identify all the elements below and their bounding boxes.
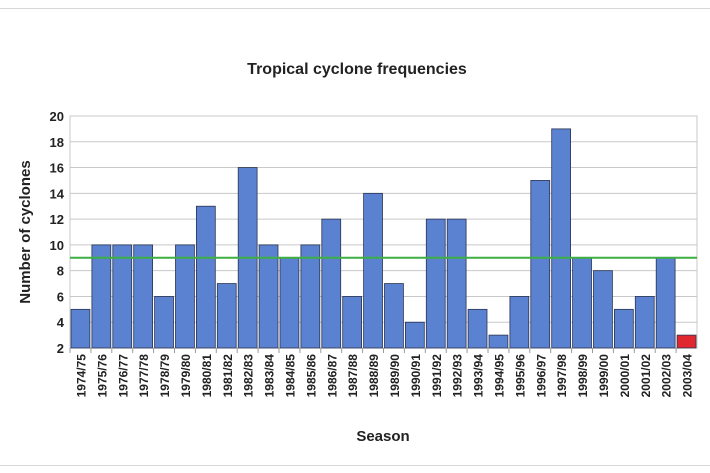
bar bbox=[467, 308, 488, 349]
bar bbox=[175, 244, 195, 349]
bar bbox=[655, 257, 676, 349]
x-tick-label: 1975/76 bbox=[95, 354, 109, 398]
bar bbox=[572, 257, 592, 349]
bar bbox=[676, 334, 697, 349]
bar bbox=[91, 244, 112, 349]
x-tick-label: 1986/87 bbox=[325, 354, 339, 398]
y-axis-label: Number of cyclones bbox=[17, 160, 34, 303]
x-tick-label: 1995/96 bbox=[513, 354, 527, 398]
bar bbox=[216, 283, 237, 349]
bar bbox=[154, 296, 174, 349]
x-tick-label: 1984/85 bbox=[283, 354, 297, 398]
bar bbox=[614, 308, 634, 349]
x-tick-label: 1983/84 bbox=[263, 354, 277, 398]
x-tick-label: 1979/80 bbox=[179, 354, 193, 398]
bar bbox=[593, 270, 613, 349]
y-tick-label: 20 bbox=[50, 109, 64, 124]
x-tick-label: 2000/01 bbox=[618, 354, 632, 398]
bar bbox=[342, 296, 363, 349]
bar bbox=[634, 296, 655, 349]
x-tick-label: 2001/02 bbox=[639, 354, 653, 398]
bar bbox=[321, 218, 342, 349]
y-tick-label: 10 bbox=[50, 238, 64, 253]
x-tick-label: 1999/00 bbox=[597, 354, 611, 398]
bar bbox=[384, 283, 404, 349]
top-divider bbox=[0, 8, 710, 9]
x-tick-label: 1992/93 bbox=[451, 354, 465, 398]
x-tick-label: 1991/92 bbox=[430, 354, 444, 398]
x-tick-label: 1978/79 bbox=[158, 354, 172, 398]
bar bbox=[425, 218, 446, 349]
x-tick-label: 2002/03 bbox=[660, 354, 674, 398]
x-tick-label: 1993/94 bbox=[472, 354, 486, 398]
bar bbox=[488, 334, 509, 349]
y-tick-label: 14 bbox=[50, 186, 65, 201]
bar bbox=[300, 244, 321, 349]
y-tick-label: 16 bbox=[50, 161, 64, 176]
x-tick-label: 1982/83 bbox=[242, 354, 256, 398]
x-tick-label: 1987/88 bbox=[346, 354, 360, 398]
x-tick-label: 1996/97 bbox=[534, 354, 548, 398]
x-tick-label: 1974/75 bbox=[74, 354, 88, 398]
bar bbox=[509, 296, 530, 349]
y-tick-label: 4 bbox=[57, 315, 65, 330]
x-tick-label: 1998/99 bbox=[576, 354, 590, 398]
x-tick-label: 1977/78 bbox=[137, 354, 151, 398]
bar bbox=[363, 192, 383, 349]
y-tick-label: 12 bbox=[50, 212, 64, 227]
bar bbox=[133, 244, 153, 349]
x-tick-label: 1980/81 bbox=[200, 354, 214, 398]
bar bbox=[195, 205, 216, 349]
bar bbox=[404, 321, 425, 349]
x-tick-label: 1988/89 bbox=[367, 354, 381, 398]
bar bbox=[530, 180, 551, 349]
x-tick-label: 1985/86 bbox=[304, 354, 318, 398]
chart-title: Tropical cyclone frequencies bbox=[247, 61, 467, 78]
bar bbox=[279, 257, 300, 349]
x-tick-label: 1976/77 bbox=[116, 354, 130, 398]
bottom-divider bbox=[0, 465, 710, 466]
bar bbox=[446, 218, 467, 349]
bar bbox=[70, 308, 91, 349]
y-tick-label: 2 bbox=[57, 341, 64, 356]
x-tick-label: 1994/95 bbox=[492, 354, 506, 398]
x-axis-label: Season bbox=[356, 428, 409, 445]
y-tick-label: 8 bbox=[57, 264, 64, 279]
x-tick-label: 1997/98 bbox=[555, 354, 569, 398]
y-tick-label: 6 bbox=[57, 289, 64, 304]
y-tick-label: 18 bbox=[50, 135, 64, 150]
x-tick-label: 1989/90 bbox=[388, 354, 402, 398]
x-tick-label: 2003/04 bbox=[681, 354, 695, 398]
x-tick-label: 1981/82 bbox=[221, 354, 235, 398]
bar bbox=[258, 244, 279, 349]
bar bbox=[112, 244, 133, 349]
bar bbox=[551, 128, 572, 349]
x-tick-label: 1990/91 bbox=[409, 354, 423, 398]
